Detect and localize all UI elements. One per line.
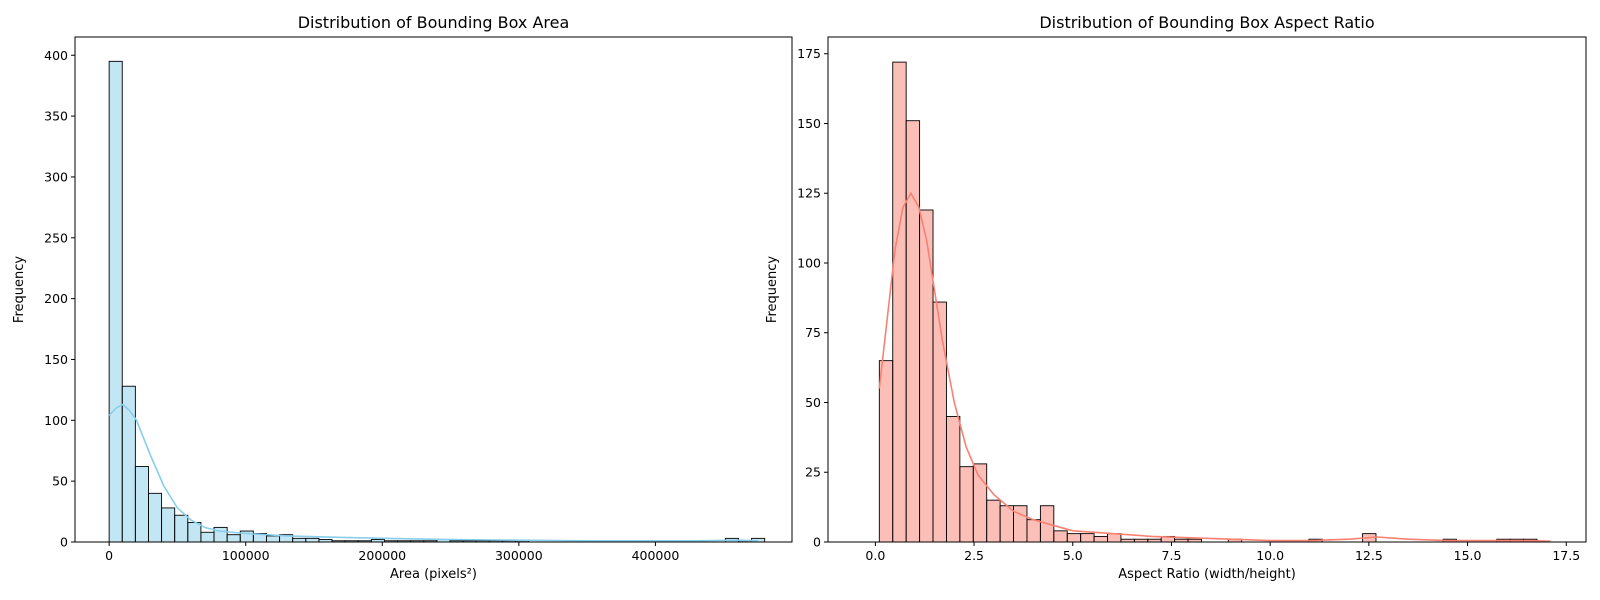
histogram-bar <box>187 522 202 543</box>
x-tick-label: 7.5 <box>1162 548 1182 563</box>
y-tick-label: 75 <box>805 325 821 340</box>
histogram-bar <box>999 505 1015 543</box>
histogram-bar <box>266 535 281 543</box>
histogram-bar <box>134 466 149 543</box>
plot-frame <box>827 36 1587 543</box>
x-tick-label: 0 <box>105 548 113 563</box>
y-tick-label: 50 <box>805 395 821 410</box>
x-tick-label: 5.0 <box>1063 548 1083 563</box>
histogram-bars <box>108 60 766 543</box>
histogram-bar <box>226 534 241 543</box>
x-tick-label: 12.5 <box>1355 548 1383 563</box>
histogram-bar <box>919 209 934 543</box>
histogram-bar <box>1026 519 1041 543</box>
histogram-bar <box>305 537 320 543</box>
histogram-bar <box>878 360 894 543</box>
x-tick-label: 10.0 <box>1256 548 1284 563</box>
histogram-bar <box>108 60 123 543</box>
y-tick-label: 25 <box>805 465 821 480</box>
histogram-bar <box>986 499 1001 543</box>
y-axis-label: Frequency <box>12 256 27 323</box>
x-axis-label: Aspect Ratio (width/height) <box>1118 567 1296 582</box>
chart-title: Distribution of Bounding Box Area <box>298 13 570 32</box>
y-tick-label: 100 <box>44 413 68 428</box>
histogram-bar <box>148 492 163 543</box>
y-tick-label: 0 <box>60 535 68 550</box>
chart-title: Distribution of Bounding Box Aspect Rati… <box>1039 13 1374 32</box>
x-tick-label: 300000 <box>495 548 543 563</box>
histogram-bar <box>200 531 215 543</box>
histogram-bars <box>878 61 1538 543</box>
histogram-bar <box>1066 533 1082 543</box>
y-tick-label: 150 <box>797 116 821 131</box>
x-tick-label: 100000 <box>222 548 270 563</box>
y-tick-label: 50 <box>52 474 68 489</box>
y-tick-label: 0 <box>813 535 821 550</box>
y-tick-label: 300 <box>44 169 68 184</box>
y-tick-label: 200 <box>44 291 68 306</box>
y-tick-label: 100 <box>797 255 821 270</box>
histogram-bar <box>1053 530 1068 543</box>
y-tick-label: 350 <box>44 109 68 124</box>
x-tick-label: 15.0 <box>1454 548 1482 563</box>
plot-frame <box>74 36 793 543</box>
chart-1: 0 100000 200000 300000 400000 0 50 100 150 200 250… <box>12 13 793 582</box>
histogram-bar <box>972 463 988 543</box>
histogram-bar <box>1013 505 1028 543</box>
x-tick-label: 2.5 <box>964 548 984 563</box>
x-axis-label: Area (pixels²) <box>390 567 477 582</box>
y-tick-label: 400 <box>44 48 68 63</box>
histogram-bar <box>174 514 189 543</box>
histogram-bar <box>1107 533 1122 543</box>
histogram-bar <box>292 537 307 543</box>
histogram-bar <box>161 507 176 543</box>
chart-2: 0.0 2.5 5.0 7.5 10.0 12.5 15.0 17.5 0 25 50 75 100 12… <box>765 13 1587 582</box>
x-tick-label: 0.0 <box>865 548 885 563</box>
kde-line <box>108 403 758 542</box>
histogram-bar <box>892 61 907 543</box>
y-tick-label: 125 <box>797 186 821 201</box>
histogram-bar <box>1093 535 1108 543</box>
x-tick-label: 200000 <box>358 548 406 563</box>
histogram-bar <box>905 120 921 543</box>
y-tick-label: 175 <box>797 46 821 61</box>
histogram-bar <box>959 466 974 543</box>
kde-line <box>878 191 1551 542</box>
x-tick-label: 17.5 <box>1552 548 1580 563</box>
histogram-bar <box>932 301 947 543</box>
y-axis-label: Frequency <box>765 256 780 323</box>
histogram-bar <box>945 415 961 543</box>
histogram-bar <box>1080 533 1095 543</box>
x-tick-label: 400000 <box>632 548 680 563</box>
y-tick-label: 150 <box>44 352 68 367</box>
y-tick-label: 250 <box>44 230 68 245</box>
